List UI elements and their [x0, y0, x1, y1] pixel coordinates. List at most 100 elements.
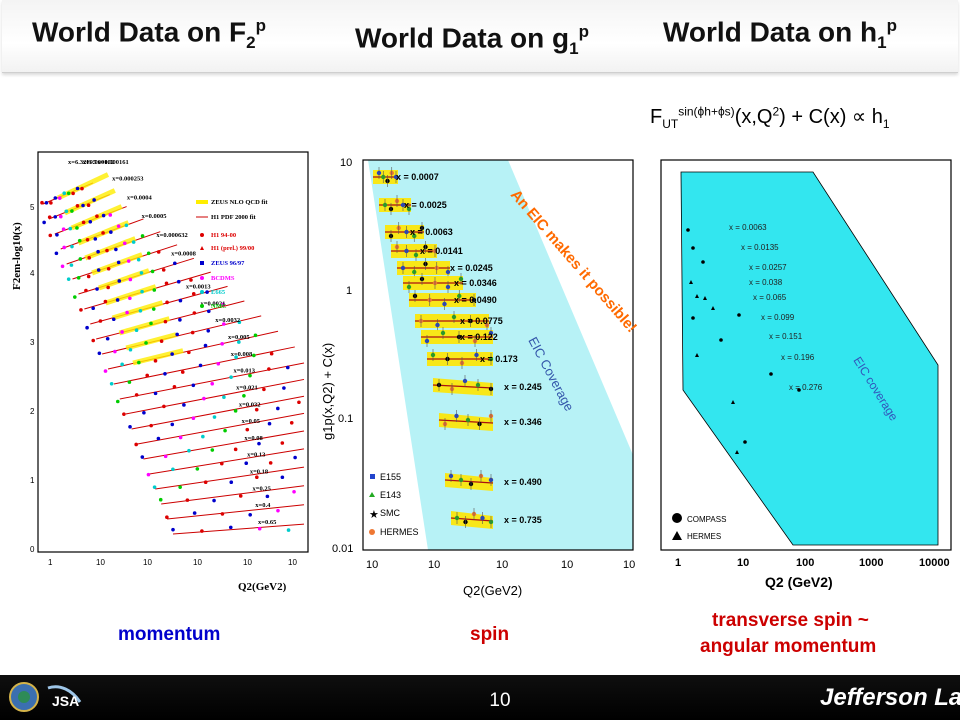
f2-data-point: [182, 403, 186, 407]
f2-data-point: [180, 370, 185, 374]
f2-data-point: [111, 317, 116, 322]
h1-data-point: [701, 260, 705, 264]
g1-plot: 10 1 0.1 0.01 10 10 10 10 10 Q2(GeV2) g1…: [318, 150, 648, 600]
f2-data-point: [201, 434, 205, 439]
ytick: 1: [346, 285, 352, 297]
ytick: 5: [30, 203, 35, 212]
xtick: 10: [496, 559, 508, 571]
f2-data-point: [152, 485, 157, 489]
f2-data-point: [109, 230, 113, 234]
f2-data-point: [109, 381, 114, 386]
f2-data-point: [192, 311, 197, 315]
f2-data-point: [205, 290, 209, 294]
caption-transverse-1: transverse spin ~: [712, 610, 869, 631]
f2-data-point: [55, 232, 59, 237]
ytick: 3: [30, 338, 35, 347]
f2-data-point: [64, 209, 69, 214]
f2-data-point: [280, 475, 285, 480]
legend-entry: COMPASS: [687, 515, 726, 524]
h1-x-label: x = 0.038: [749, 278, 783, 287]
f2-data-point: [81, 220, 86, 225]
eic-banner: An EIC makes it possible!: [507, 186, 640, 336]
f2-data-point: [128, 347, 133, 352]
f2-data-point: [297, 400, 301, 405]
f2-data-point: [276, 406, 280, 411]
ytick: 0.1: [338, 413, 353, 425]
f2-data-point: [285, 365, 290, 370]
f2-data-point: [254, 407, 259, 412]
f2-fit-line: [137, 412, 305, 445]
f2-data-point: [86, 203, 91, 208]
f2-data-point: [165, 515, 169, 519]
xtick: 10: [623, 559, 635, 571]
f2-data-point: [293, 455, 297, 460]
legend-entry: ZEUS NLO QCD fit: [211, 199, 268, 206]
f2-data-point: [233, 409, 238, 413]
f2-data-point: [47, 215, 52, 219]
f2-data-point: [164, 281, 169, 286]
f2-data-point: [114, 247, 118, 252]
svg-text:JSA: JSA: [52, 693, 79, 709]
legend-entry: E155: [380, 472, 401, 482]
f2-data-point: [176, 279, 181, 284]
legend-entry: E143: [380, 490, 401, 500]
f2-data-point: [187, 350, 191, 355]
f2-data-point: [276, 508, 280, 513]
f2-x-label: x=0.005: [228, 334, 250, 341]
f2-data-point: [66, 191, 71, 196]
f2-data-point: [178, 318, 182, 322]
h1-data-point: [695, 353, 699, 357]
xtick: 10000: [919, 557, 950, 569]
f2-data-point: [286, 528, 291, 532]
g1-x-label: x = 0.0775: [460, 316, 503, 326]
g1-x-label: x = 0.0025: [404, 200, 447, 210]
f2-data-point: [253, 333, 258, 338]
f2-x-label: x=0.0013: [186, 284, 212, 291]
h1-x-label: x = 0.0135: [741, 243, 779, 252]
f2-data-point: [120, 330, 124, 334]
ytick: 1: [30, 476, 35, 485]
h1-data-point: [719, 338, 723, 342]
f2-data-point: [219, 461, 224, 466]
f2-data-point: [68, 226, 73, 231]
f2-data-point: [192, 511, 197, 515]
f2-data-point: [269, 351, 274, 356]
f2-data-point: [152, 288, 157, 292]
f2-data-point: [220, 512, 225, 516]
f2-x-label: x=0.000102: [83, 159, 114, 166]
f2-data-point: [103, 299, 108, 304]
f2-data-point: [248, 512, 252, 517]
f2-fit-line: [172, 523, 305, 535]
f2-data-point: [128, 296, 132, 301]
f2-data-point: [282, 386, 286, 390]
doe-seal-logo: JSA: [9, 682, 82, 712]
f2-data-point: [190, 330, 195, 335]
f2-data-point: [122, 241, 127, 246]
f2-data-point: [280, 441, 285, 445]
f2-data-point: [244, 461, 249, 466]
xtick: 10: [193, 558, 202, 567]
f2-data-point: [189, 278, 193, 282]
h1-x-label: x = 0.276: [789, 383, 823, 392]
eic-banner-text: An EIC makes it possible!: [507, 186, 640, 336]
f2-data-point: [98, 319, 103, 323]
ytick: 0.01: [332, 543, 353, 555]
xtick: 10: [288, 558, 297, 567]
f2-data-point: [93, 237, 98, 241]
h1-data-point: [797, 388, 801, 392]
f2-data-point: [134, 393, 139, 397]
f2-fit-line: [125, 378, 305, 415]
f2-data-point: [234, 355, 238, 359]
xtick: 1000: [859, 557, 883, 569]
f2-x-label: x=0.13: [247, 452, 266, 459]
legend-entry: SMC: [380, 508, 401, 518]
f2-data-point: [125, 310, 129, 315]
f2-data-point: [289, 420, 294, 425]
f2-fit-line: [167, 504, 305, 520]
f2-data-point: [53, 215, 58, 219]
f2-data-point: [145, 373, 149, 378]
formula: FUTsin(ϕh+ϕs)(x,Q2) + C(x) ∝ h1: [650, 104, 890, 131]
xtick: 10: [243, 558, 252, 567]
h1-data-point: [691, 246, 695, 250]
g1-x-label: x = 0.490: [504, 477, 542, 487]
